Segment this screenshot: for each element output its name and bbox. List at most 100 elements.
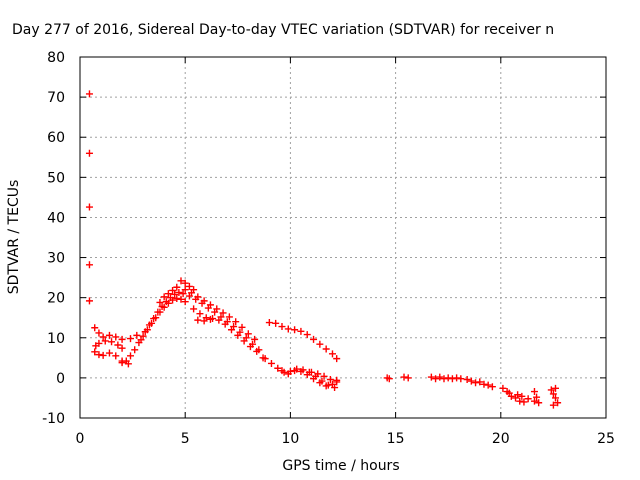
y-tick-label: 60 bbox=[47, 130, 65, 146]
data-point bbox=[400, 373, 408, 381]
data-point bbox=[204, 304, 212, 312]
data-point bbox=[520, 398, 528, 406]
x-tick-label: 10 bbox=[281, 431, 299, 447]
data-point bbox=[91, 348, 99, 356]
data-point bbox=[85, 261, 93, 269]
data-point bbox=[448, 375, 456, 383]
y-tick-label: 80 bbox=[47, 50, 65, 66]
data-point bbox=[265, 319, 273, 327]
data-point bbox=[284, 370, 292, 378]
data-point bbox=[99, 351, 107, 359]
data-point bbox=[169, 286, 177, 294]
data-point bbox=[211, 308, 219, 316]
data-point bbox=[261, 355, 269, 363]
data-point bbox=[158, 302, 166, 310]
data-point bbox=[131, 346, 139, 354]
data-point bbox=[272, 319, 280, 327]
data-point bbox=[297, 367, 305, 375]
data-point bbox=[101, 337, 109, 345]
data-point bbox=[246, 343, 254, 351]
data-point bbox=[232, 318, 240, 326]
x-tick-label: 20 bbox=[492, 431, 510, 447]
data-point bbox=[185, 282, 193, 290]
data-point bbox=[333, 378, 341, 386]
y-tick-label: 50 bbox=[47, 170, 65, 186]
data-point bbox=[440, 375, 448, 383]
data-point bbox=[118, 359, 126, 367]
data-point bbox=[162, 298, 170, 306]
data-point bbox=[105, 349, 113, 357]
data-point bbox=[181, 286, 189, 294]
data-point bbox=[190, 305, 198, 313]
y-tick-label: 30 bbox=[47, 251, 65, 267]
data-point bbox=[173, 294, 181, 302]
y-tick-label: 70 bbox=[47, 90, 65, 106]
data-point bbox=[253, 347, 261, 355]
data-point bbox=[322, 382, 330, 390]
data-point bbox=[234, 331, 242, 339]
data-point bbox=[194, 316, 202, 324]
data-point bbox=[552, 384, 560, 392]
y-tick-label: 0 bbox=[56, 371, 65, 387]
data-point bbox=[238, 323, 246, 331]
data-point bbox=[303, 371, 311, 379]
data-point bbox=[85, 297, 93, 305]
data-point bbox=[114, 341, 122, 349]
data-point bbox=[385, 375, 393, 383]
plot-frame bbox=[79, 56, 607, 419]
axis-ticks: 0 5 10 15 20 25 -10 0 10 20 30 40 50 60 70 80 bbox=[42, 50, 615, 447]
data-point bbox=[177, 295, 185, 303]
data-point bbox=[274, 364, 282, 372]
data-point bbox=[166, 294, 174, 302]
data-point bbox=[126, 352, 134, 360]
data-point bbox=[457, 375, 465, 383]
data-point bbox=[444, 374, 452, 382]
data-point bbox=[85, 203, 93, 211]
data-point bbox=[99, 333, 107, 341]
data-point bbox=[326, 375, 334, 383]
data-point bbox=[139, 332, 147, 340]
data-point bbox=[141, 328, 149, 336]
y-tick-label: 40 bbox=[47, 210, 65, 226]
data-point bbox=[95, 351, 103, 359]
x-tick-label: 5 bbox=[181, 431, 190, 447]
data-point bbox=[533, 393, 541, 401]
data-point bbox=[554, 399, 562, 407]
data-point bbox=[530, 388, 538, 396]
data-point bbox=[549, 401, 557, 409]
grid-lines bbox=[80, 57, 606, 418]
data-point bbox=[467, 377, 475, 385]
data-point bbox=[150, 315, 158, 323]
data-point bbox=[118, 344, 126, 352]
data-point bbox=[316, 340, 324, 348]
data-point bbox=[535, 399, 543, 407]
data-point bbox=[177, 277, 185, 285]
data-point bbox=[118, 335, 126, 343]
data-point bbox=[453, 374, 461, 382]
data-point bbox=[333, 355, 341, 363]
x-tick-label: 0 bbox=[76, 431, 85, 447]
data-point bbox=[164, 290, 172, 298]
chart-title: Day 277 of 2016, Sidereal Day-to-day VTE… bbox=[12, 22, 554, 38]
data-point bbox=[181, 298, 189, 306]
data-point bbox=[85, 90, 93, 98]
data-point bbox=[240, 337, 248, 345]
data-point bbox=[181, 279, 189, 287]
data-point bbox=[328, 380, 336, 388]
data-point bbox=[284, 325, 292, 333]
data-point bbox=[310, 375, 318, 383]
data-point bbox=[476, 378, 484, 386]
data-point bbox=[221, 320, 229, 328]
data-point bbox=[251, 335, 259, 343]
data-point bbox=[126, 335, 134, 343]
data-point bbox=[514, 391, 522, 399]
x-tick-label: 15 bbox=[387, 431, 405, 447]
data-point bbox=[427, 373, 435, 381]
data-point bbox=[297, 327, 305, 335]
data-point bbox=[145, 321, 153, 329]
data-point bbox=[463, 375, 471, 383]
data-point bbox=[303, 331, 311, 339]
data-point bbox=[112, 333, 120, 341]
